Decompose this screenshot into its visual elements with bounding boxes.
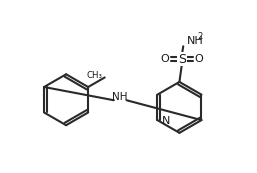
Text: NH: NH (187, 36, 203, 46)
Text: 2: 2 (197, 32, 203, 41)
Text: N: N (162, 116, 170, 126)
Text: NH: NH (113, 92, 128, 102)
Text: O: O (161, 54, 169, 64)
Text: S: S (178, 52, 186, 66)
Text: CH₃: CH₃ (87, 71, 103, 80)
Text: O: O (195, 54, 203, 64)
